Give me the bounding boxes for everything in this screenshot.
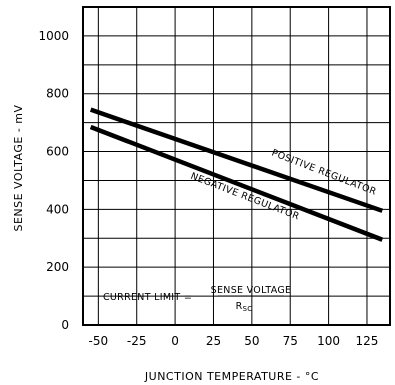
x-tick-label: 0	[171, 334, 179, 348]
x-tick-label: -25	[127, 334, 147, 348]
plot-frame	[82, 6, 391, 326]
positive-regulator-line	[89, 107, 384, 213]
negative-regulator-line	[89, 124, 384, 242]
x-axis-title: JUNCTION TEMPERATURE - °C	[144, 370, 319, 383]
x-tick-label: 50	[244, 334, 259, 348]
y-tick-label: 800	[46, 87, 69, 101]
x-tick-label: 100	[317, 334, 340, 348]
x-tick-label: -50	[89, 334, 109, 348]
y-axis-title: SENSE VOLTAGE - mV	[12, 104, 25, 231]
formula-numerator: SENSE VOLTAGE	[211, 285, 292, 296]
x-tick-labels: -50 -25 0 25 50 75 100 125	[89, 334, 379, 348]
y-tick-label: 200	[46, 260, 69, 274]
chart-grid	[83, 7, 390, 325]
x-tick-label: 125	[356, 334, 379, 348]
current-limit-formula: CURRENT LIMIT = SENSE VOLTAGE RSC	[103, 285, 291, 313]
y-tick-label: 400	[46, 202, 69, 216]
x-tick-label: 75	[283, 334, 298, 348]
y-tick-label: 1000	[38, 29, 69, 43]
formula-prefix: CURRENT LIMIT =	[103, 292, 192, 303]
x-tick-label: 25	[206, 334, 221, 348]
formula-denominator: RSC	[236, 301, 253, 313]
y-tick-label: 0	[61, 318, 69, 332]
y-tick-labels: 0 200 400 600 800 1000	[38, 29, 69, 332]
series-layer	[89, 107, 384, 242]
y-tick-label: 600	[46, 145, 69, 159]
